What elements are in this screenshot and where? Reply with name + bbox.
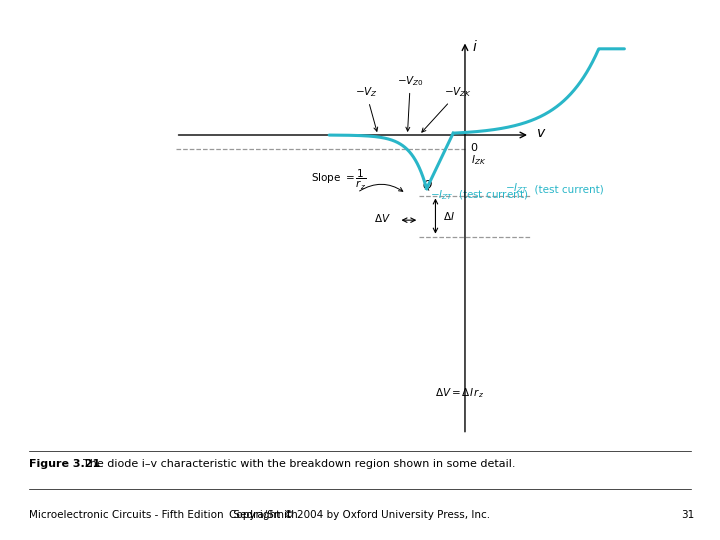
Text: Figure 3.21: Figure 3.21 xyxy=(29,459,100,469)
Text: $-I_{ZT}$  (test current): $-I_{ZT}$ (test current) xyxy=(430,189,528,202)
Text: $\Delta V$: $\Delta V$ xyxy=(374,212,391,224)
Text: $I_{ZK}$: $I_{ZK}$ xyxy=(472,153,487,167)
Text: $\Delta V = \Delta I\, r_z$: $\Delta V = \Delta I\, r_z$ xyxy=(435,387,484,401)
Text: $-V_Z$: $-V_Z$ xyxy=(355,85,378,131)
Text: $v$: $v$ xyxy=(536,126,546,140)
Text: The diode i–v characteristic with the breakdown region shown in some detail.: The diode i–v characteristic with the br… xyxy=(83,459,516,469)
Text: $0$: $0$ xyxy=(470,141,479,153)
Text: $-I_{ZT}$: $-I_{ZT}$ xyxy=(505,181,528,194)
Text: 31: 31 xyxy=(682,510,695,521)
Text: (test current): (test current) xyxy=(528,185,604,194)
Text: $-V_{ZK}$: $-V_{ZK}$ xyxy=(422,85,472,132)
Text: Microelectronic Circuits - Fifth Edition   Sedra/Smith: Microelectronic Circuits - Fifth Edition… xyxy=(29,510,297,521)
Text: $\Delta I$: $\Delta I$ xyxy=(443,210,455,222)
Text: $i$: $i$ xyxy=(472,39,478,54)
Text: $-V_{Z0}$: $-V_{Z0}$ xyxy=(397,74,424,131)
Text: $Q$: $Q$ xyxy=(422,178,433,192)
Text: Copyright © 2004 by Oxford University Press, Inc.: Copyright © 2004 by Oxford University Pr… xyxy=(230,510,490,521)
Text: Slope $= \dfrac{1}{r_z}$: Slope $= \dfrac{1}{r_z}$ xyxy=(312,168,366,192)
